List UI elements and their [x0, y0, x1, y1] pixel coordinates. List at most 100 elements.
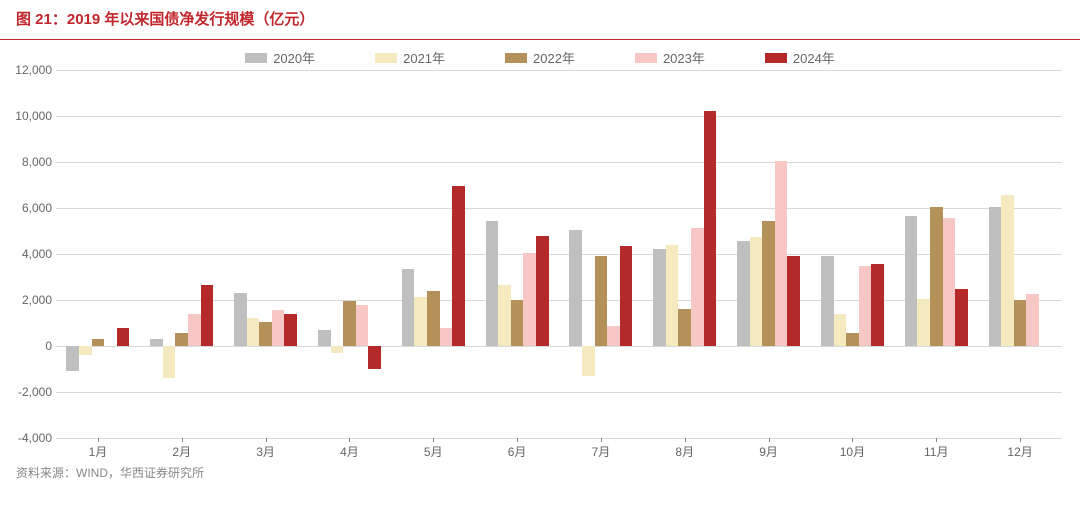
bar — [917, 299, 930, 346]
y-tick-label: 4,000 — [8, 247, 52, 261]
gridline — [56, 438, 1062, 439]
chart-title: 图 21：2019 年以来国债净发行规模（亿元） — [16, 11, 314, 28]
y-tick-label: 2,000 — [8, 293, 52, 307]
bar — [775, 161, 788, 346]
bar — [402, 269, 415, 346]
x-tick-label: 12月 — [1007, 443, 1032, 460]
bar — [834, 314, 847, 346]
x-tick-mark — [433, 438, 434, 442]
legend-label: 2020年 — [273, 48, 315, 67]
bar — [247, 318, 260, 346]
bar — [150, 339, 163, 346]
x-tick-mark — [601, 438, 602, 442]
bar — [79, 346, 92, 355]
gridline — [56, 70, 1062, 71]
legend-swatch — [765, 53, 787, 63]
x-tick-mark — [685, 438, 686, 442]
legend-item: 2021年 — [375, 48, 445, 67]
legend-swatch — [505, 53, 527, 63]
bar — [486, 221, 499, 346]
x-tick-mark — [852, 438, 853, 442]
bar — [498, 285, 511, 346]
bar — [762, 221, 775, 346]
x-tick-mark — [98, 438, 99, 442]
x-tick-label: 2月 — [172, 443, 191, 460]
bar — [871, 264, 884, 346]
bar — [440, 328, 453, 346]
legend-label: 2024年 — [793, 48, 835, 67]
bar — [704, 111, 717, 346]
bar — [1026, 294, 1039, 346]
legend-swatch — [245, 53, 267, 63]
bar — [117, 328, 130, 346]
chart-title-bar: 图 21：2019 年以来国债净发行规模（亿元） — [0, 0, 1080, 40]
legend-item: 2020年 — [245, 48, 315, 67]
bar — [846, 333, 859, 346]
y-tick-label: 10,000 — [8, 109, 52, 123]
bar — [955, 289, 968, 347]
bar — [188, 314, 201, 346]
bar — [201, 285, 214, 346]
bar — [368, 346, 381, 369]
bar — [1001, 195, 1014, 346]
x-tick-mark — [349, 438, 350, 442]
legend-item: 2022年 — [505, 48, 575, 67]
source-footer: 资料来源：WIND，华西证券研究所 — [0, 464, 1080, 481]
legend: 2020年 2021年 2022年 2023年 2024年 — [8, 48, 1072, 67]
y-tick-label: 6,000 — [8, 201, 52, 215]
bar — [607, 326, 620, 346]
bar — [259, 322, 272, 346]
bar — [66, 346, 79, 371]
bar — [343, 301, 356, 346]
x-tick-label: 8月 — [675, 443, 694, 460]
bar — [691, 228, 704, 346]
legend-item: 2024年 — [765, 48, 835, 67]
bar — [569, 230, 582, 346]
x-tick-label: 7月 — [592, 443, 611, 460]
bar — [595, 256, 608, 346]
bar — [859, 266, 872, 347]
x-tick-mark — [266, 438, 267, 442]
legend-swatch — [375, 53, 397, 63]
gridline — [56, 392, 1062, 393]
legend-label: 2023年 — [663, 48, 705, 67]
bar — [678, 309, 691, 346]
bar — [356, 305, 369, 346]
bar — [523, 253, 536, 346]
bar — [905, 216, 918, 346]
bar — [653, 249, 666, 346]
x-tick-mark — [182, 438, 183, 442]
legend-label: 2021年 — [403, 48, 445, 67]
bar — [989, 207, 1002, 346]
bar — [787, 256, 800, 346]
bar — [582, 346, 595, 376]
x-tick-mark — [517, 438, 518, 442]
bar — [1014, 300, 1027, 346]
legend-label: 2022年 — [533, 48, 575, 67]
bar — [536, 236, 549, 346]
x-tick-mark — [769, 438, 770, 442]
chart-container: 2020年2021年2022年2023年2024年 -4,000-2,00002… — [8, 44, 1072, 464]
legend-swatch — [635, 53, 657, 63]
y-tick-label: -4,000 — [8, 431, 52, 445]
x-tick-label: 6月 — [508, 443, 527, 460]
bar — [821, 256, 834, 346]
bar — [414, 297, 427, 346]
bar — [666, 245, 679, 346]
y-tick-label: 8,000 — [8, 155, 52, 169]
gridline — [56, 346, 1062, 347]
x-tick-mark — [936, 438, 937, 442]
x-tick-label: 10月 — [840, 443, 865, 460]
bar — [175, 333, 188, 346]
legend-item: 2023年 — [635, 48, 705, 67]
y-tick-label: 12,000 — [8, 63, 52, 77]
x-tick-label: 5月 — [424, 443, 443, 460]
bar — [452, 186, 465, 346]
bar — [620, 246, 633, 346]
bar — [318, 330, 331, 346]
bar — [930, 207, 943, 346]
x-tick-label: 4月 — [340, 443, 359, 460]
bar — [284, 314, 297, 346]
gridline — [56, 116, 1062, 117]
x-tick-label: 9月 — [759, 443, 778, 460]
